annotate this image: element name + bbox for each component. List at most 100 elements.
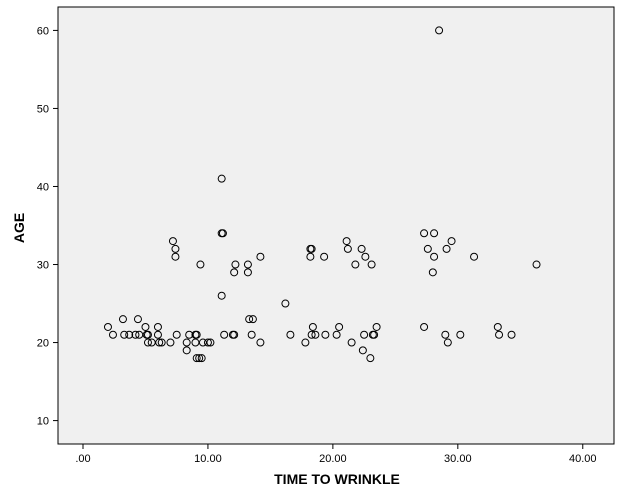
data-point bbox=[335, 322, 344, 331]
data-point bbox=[182, 338, 191, 347]
data-point bbox=[153, 322, 162, 331]
data-point bbox=[366, 354, 375, 363]
data-point bbox=[256, 252, 265, 261]
data-point bbox=[456, 330, 465, 339]
y-tick-label: 40 bbox=[37, 181, 49, 193]
data-point bbox=[192, 354, 201, 363]
data-point bbox=[120, 330, 129, 339]
data-point bbox=[125, 330, 134, 339]
data-point bbox=[256, 338, 265, 347]
x-tick-label: 20.00 bbox=[319, 453, 347, 465]
data-point bbox=[131, 330, 140, 339]
data-points bbox=[103, 26, 541, 363]
data-point bbox=[197, 354, 206, 363]
data-point bbox=[217, 291, 226, 300]
data-point bbox=[230, 268, 239, 277]
data-point bbox=[230, 330, 239, 339]
data-point bbox=[351, 260, 360, 269]
data-point bbox=[443, 338, 452, 347]
data-point bbox=[342, 237, 351, 246]
data-point bbox=[172, 330, 181, 339]
data-point bbox=[143, 338, 152, 347]
data-point bbox=[141, 322, 150, 331]
data-point bbox=[103, 322, 112, 331]
data-point bbox=[192, 330, 201, 339]
data-point bbox=[118, 315, 127, 324]
data-point bbox=[196, 260, 205, 269]
data-point bbox=[372, 322, 381, 331]
x-tick-label: 40.00 bbox=[569, 453, 597, 465]
data-point bbox=[217, 174, 226, 183]
data-point bbox=[332, 330, 341, 339]
data-point bbox=[430, 252, 439, 261]
data-point bbox=[166, 338, 175, 347]
data-point bbox=[361, 252, 370, 261]
data-point bbox=[343, 244, 352, 253]
data-point bbox=[420, 229, 429, 238]
y-tick-label: 60 bbox=[37, 25, 49, 37]
data-point bbox=[435, 26, 444, 35]
y-axis: 10 20 30 40 50 60 bbox=[37, 25, 58, 428]
plot-background bbox=[57, 6, 615, 445]
data-point bbox=[243, 260, 252, 269]
data-point bbox=[155, 338, 164, 347]
data-point bbox=[423, 244, 432, 253]
data-point bbox=[358, 346, 367, 355]
data-point bbox=[157, 338, 166, 347]
x-tick-label: 30.00 bbox=[444, 453, 472, 465]
data-point bbox=[470, 252, 479, 261]
data-point bbox=[532, 260, 541, 269]
y-tick-label: 20 bbox=[37, 338, 49, 350]
data-point bbox=[307, 330, 316, 339]
y-tick-label: 10 bbox=[37, 416, 49, 428]
data-point bbox=[495, 330, 504, 339]
data-point bbox=[153, 330, 162, 339]
data-point bbox=[360, 330, 369, 339]
data-point bbox=[108, 330, 117, 339]
data-point bbox=[281, 299, 290, 308]
data-point bbox=[447, 237, 456, 246]
y-axis-title: AGE bbox=[11, 213, 27, 243]
data-point bbox=[420, 322, 429, 331]
data-point bbox=[321, 330, 330, 339]
data-point bbox=[370, 330, 379, 339]
data-point bbox=[306, 252, 315, 261]
data-point bbox=[218, 229, 227, 238]
data-point bbox=[182, 346, 191, 355]
data-point bbox=[143, 330, 152, 339]
data-point bbox=[442, 244, 451, 253]
data-point bbox=[243, 268, 252, 277]
x-axis: .00 10.00 20.00 30.00 40.00 bbox=[75, 444, 597, 465]
data-point bbox=[231, 260, 240, 269]
data-point bbox=[220, 330, 229, 339]
data-point bbox=[320, 252, 329, 261]
data-point bbox=[367, 260, 376, 269]
data-point bbox=[430, 229, 439, 238]
data-point bbox=[441, 330, 450, 339]
data-point bbox=[248, 315, 257, 324]
data-point bbox=[428, 268, 437, 277]
x-axis-title: TIME TO WRINKLE bbox=[274, 471, 400, 487]
data-point bbox=[308, 322, 317, 331]
data-point bbox=[307, 244, 316, 253]
x-tick-label: 10.00 bbox=[194, 453, 222, 465]
x-tick-label: .00 bbox=[75, 453, 90, 465]
data-point bbox=[247, 330, 256, 339]
data-point bbox=[168, 237, 177, 246]
data-point bbox=[171, 252, 180, 261]
data-point bbox=[206, 338, 215, 347]
data-point bbox=[347, 338, 356, 347]
data-point bbox=[357, 244, 366, 253]
data-point bbox=[507, 330, 516, 339]
y-tick-label: 50 bbox=[37, 103, 49, 115]
data-point bbox=[171, 244, 180, 253]
data-point bbox=[203, 338, 212, 347]
data-point bbox=[133, 315, 142, 324]
data-point bbox=[311, 330, 320, 339]
data-point bbox=[245, 315, 254, 324]
data-point bbox=[493, 322, 502, 331]
y-tick-label: 30 bbox=[37, 260, 49, 272]
data-point bbox=[195, 354, 204, 363]
data-point bbox=[286, 330, 295, 339]
